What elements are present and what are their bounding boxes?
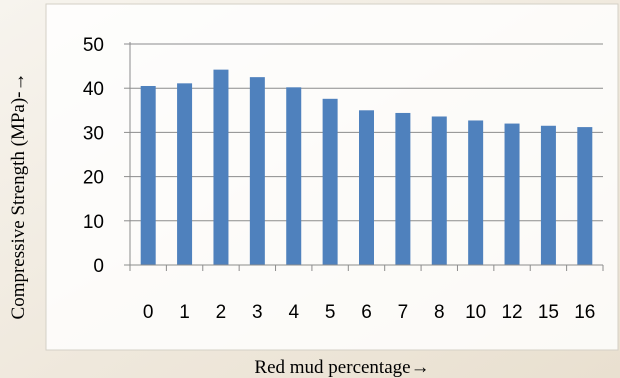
y-tick-label: 20 xyxy=(83,168,104,189)
y-tick-label: 50 xyxy=(83,35,104,56)
bar-0 xyxy=(140,85,156,266)
x-tick-label: 15 xyxy=(538,302,559,323)
bar-10 xyxy=(468,120,484,265)
bar-16 xyxy=(577,127,593,265)
x-tick-label: 7 xyxy=(398,302,409,323)
x-tick-label: 4 xyxy=(288,302,299,323)
bar-6 xyxy=(359,110,374,265)
x-tick-label: 8 xyxy=(434,302,445,323)
bar-12 xyxy=(504,123,520,265)
y-tick-label: 30 xyxy=(83,123,104,144)
x-tick-labels: 0 1 2 3 4 5 6 7 8 10 12 15 16 xyxy=(143,302,595,323)
y-tick-label: 0 xyxy=(93,256,104,277)
bar-5 xyxy=(322,98,338,265)
y-axis-title: Compressive Strength (MPa)-→ xyxy=(8,73,29,320)
bar-7 xyxy=(395,112,411,266)
axes xyxy=(124,42,604,271)
bar-8 xyxy=(431,116,447,265)
bar-1 xyxy=(177,83,193,265)
y-tick-label: 40 xyxy=(83,79,104,100)
y-tick-labels: 0 10 20 30 40 50 xyxy=(83,35,104,277)
x-tick-label: 10 xyxy=(465,302,486,323)
bar-series xyxy=(140,69,593,266)
bar-15 xyxy=(540,125,556,266)
x-tick-label: 2 xyxy=(216,302,227,323)
x-tick-label: 12 xyxy=(501,302,522,323)
x-axis-title: Red mud percentage→ xyxy=(254,357,429,378)
x-tick-label: 1 xyxy=(179,302,190,323)
y-tick-label: 10 xyxy=(83,212,104,233)
x-tick-label: 0 xyxy=(143,302,154,323)
x-tick-label: 3 xyxy=(252,302,263,323)
x-tick-label: 5 xyxy=(325,302,336,323)
x-tick-label: 6 xyxy=(361,302,372,323)
bar-3 xyxy=(249,77,265,266)
x-tick-label: 16 xyxy=(574,302,595,323)
bar-2 xyxy=(213,69,229,265)
bar-4 xyxy=(286,87,302,265)
